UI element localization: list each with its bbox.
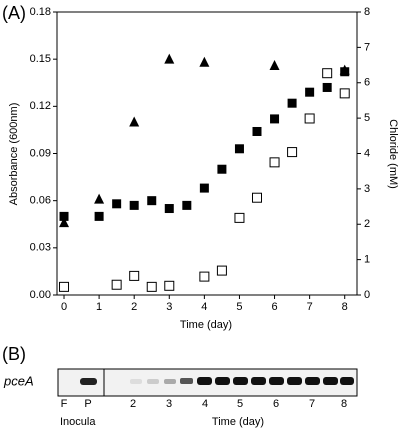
- plot-frame: [56, 11, 358, 296]
- square-marker: [234, 144, 244, 154]
- y2-tick-label: 0: [364, 289, 370, 301]
- gel-band: [80, 378, 97, 385]
- x-tick-label: 5: [236, 301, 242, 313]
- y-tick-label: 0.09: [30, 147, 51, 159]
- y2-tick-label: 6: [364, 77, 370, 89]
- square-marker: [199, 183, 209, 193]
- open-square-marker: [339, 88, 350, 99]
- gel-band: [215, 377, 230, 385]
- open-square-marker: [322, 68, 333, 79]
- lane-label: 2: [130, 398, 136, 410]
- x-tick-label: 8: [342, 301, 348, 313]
- triangle-marker: [59, 217, 70, 228]
- open-square-marker: [304, 113, 315, 124]
- panel-label: (B): [2, 344, 26, 364]
- y2-tick-label: 4: [364, 147, 370, 159]
- square-marker: [59, 211, 69, 221]
- panel-label: (A): [2, 3, 26, 23]
- open-square-marker: [199, 271, 210, 282]
- x-tick-label: 0: [61, 301, 67, 313]
- y-tick-label: 0.06: [30, 195, 51, 207]
- x-tick-label: 3: [166, 301, 172, 313]
- x-tick-label: 7: [307, 301, 313, 313]
- open-square-marker: [59, 281, 70, 292]
- triangle-marker: [164, 53, 175, 64]
- gel-band: [287, 377, 302, 385]
- square-marker: [164, 204, 174, 214]
- open-square-marker: [234, 212, 245, 223]
- y2-tick-label: 3: [364, 183, 370, 195]
- gel-band: [180, 378, 193, 384]
- triangle-marker: [339, 64, 350, 75]
- open-square-marker: [269, 157, 280, 168]
- y2-tick-label: 7: [364, 41, 370, 53]
- gel-image: [57, 368, 358, 397]
- y-tick-label: 0.15: [30, 53, 51, 65]
- square-marker: [270, 114, 280, 124]
- lane-label: 5: [237, 398, 243, 410]
- gel-band: [305, 377, 320, 385]
- gel-band: [340, 377, 354, 385]
- y-tick-label: 0.00: [30, 289, 51, 301]
- gel-band: [130, 379, 142, 384]
- y2-tick-label: 2: [364, 218, 370, 230]
- gel-time-label: Time (day): [212, 416, 264, 428]
- square-marker: [94, 211, 104, 221]
- x-axis-label: Time (day): [180, 319, 232, 331]
- lane-label: 7: [309, 398, 315, 410]
- triangle-marker: [199, 56, 210, 67]
- square-marker: [147, 196, 157, 206]
- gel-band: [251, 377, 266, 385]
- square-marker: [217, 164, 227, 174]
- y-tick-label: 0.18: [30, 6, 51, 18]
- y2-tick-label: 1: [364, 254, 370, 266]
- y-tick-label: 0.03: [30, 242, 51, 254]
- open-square-marker: [164, 280, 175, 291]
- triangle-marker: [94, 193, 105, 204]
- x-tick-label: 4: [201, 301, 207, 313]
- gel-band: [269, 377, 284, 385]
- lane-label: 3: [166, 398, 172, 410]
- lane-label: 6: [273, 398, 279, 410]
- lane-label: P: [84, 398, 91, 410]
- gene-label: pceA: [3, 373, 34, 388]
- lane-label: 4: [202, 398, 208, 410]
- gel-band: [147, 379, 159, 384]
- square-marker: [129, 200, 139, 210]
- gel-band: [197, 377, 212, 385]
- x-tick-label: 6: [271, 301, 277, 313]
- y2-axis-label: Chloride (mM): [387, 119, 399, 189]
- square-marker: [112, 199, 122, 209]
- gel-band: [164, 379, 176, 384]
- lane-label: F: [61, 398, 68, 410]
- open-square-marker: [252, 192, 262, 203]
- open-square-marker: [111, 279, 122, 290]
- square-marker: [252, 126, 262, 136]
- y-tick-label: 0.12: [30, 100, 51, 112]
- triangle-marker: [129, 116, 140, 127]
- square-marker: [182, 200, 192, 210]
- triangle-marker: [269, 59, 280, 70]
- inocula-label: Inocula: [60, 416, 96, 428]
- square-marker: [287, 98, 297, 108]
- x-tick-label: 1: [96, 301, 102, 313]
- open-square-marker: [129, 270, 140, 281]
- lane-label: 8: [341, 398, 347, 410]
- y2-tick-label: 8: [364, 6, 370, 18]
- open-square-marker: [216, 265, 227, 276]
- x-tick-label: 2: [131, 301, 137, 313]
- y-axis-label: Absorbance (600nm): [8, 103, 20, 206]
- square-marker: [322, 82, 332, 92]
- open-square-marker: [287, 147, 298, 158]
- y2-tick-label: 5: [364, 112, 370, 124]
- open-square-marker: [146, 281, 157, 292]
- gel-band: [323, 377, 338, 385]
- square-marker: [305, 87, 315, 97]
- gel-band: [233, 377, 248, 385]
